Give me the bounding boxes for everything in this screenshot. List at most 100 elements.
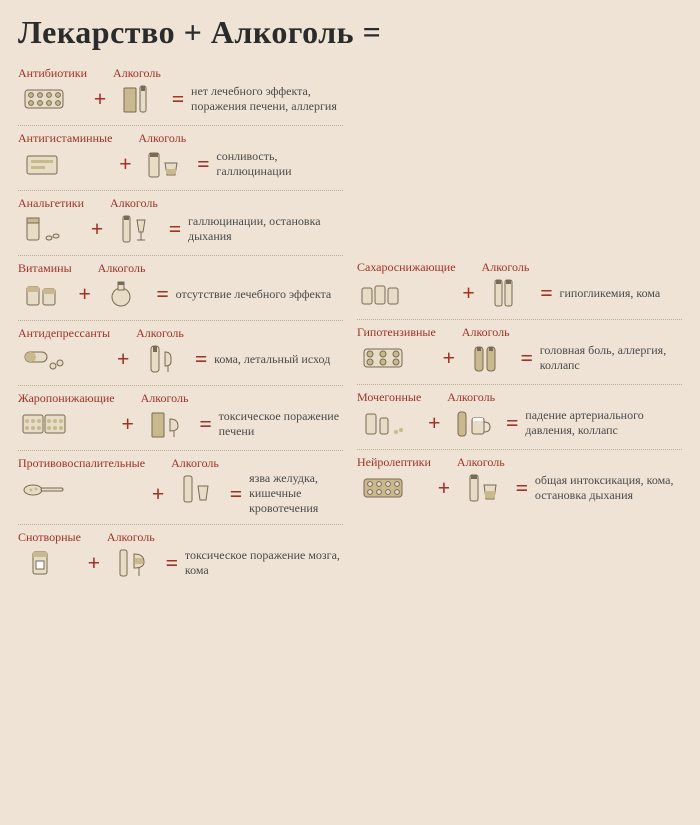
infographic-grid: Антибиотики + Алкоголь = нет лечебного э… (18, 61, 682, 589)
drug-label: Витамины (18, 262, 72, 274)
plus-operator: + (437, 461, 451, 501)
combo-row: Сахароснижающие + Алкоголь = гипогликеми… (357, 255, 682, 319)
plus-operator: + (87, 536, 101, 576)
drug-label: Анальгетики (18, 197, 84, 209)
med-bottle-icon (18, 545, 70, 581)
drug-label: Сахароснижающие (357, 261, 456, 273)
combo-row: Гипотензивные + Алкоголь = головная боль… (357, 319, 682, 384)
alcohol-label: Алкоголь (110, 197, 158, 209)
alcohol-cell: Алкоголь (462, 326, 514, 376)
equals-operator: = (156, 267, 170, 307)
drug-cell: Анальгетики (18, 197, 84, 247)
drug-label: Нейролептики (357, 456, 431, 468)
drug-label: Гипотензивные (357, 326, 436, 338)
drug-cell: Сахароснижающие (357, 261, 456, 311)
blister-double-icon (18, 406, 70, 442)
alcohol-cell: Алкоголь (98, 262, 150, 312)
alcohol-cell: Алкоголь (457, 456, 509, 506)
pill-bottle-spill-icon (18, 211, 70, 247)
alcohol-label: Алкоголь (462, 326, 510, 338)
combo-row: Нейролептики + Алкоголь = общая интоксик… (357, 449, 682, 514)
alcohol-label: Алкоголь (98, 262, 146, 274)
drug-cell: Мочегонные (357, 391, 421, 441)
combo-row: Жаропонижающие + Алкоголь = токсическое … (18, 385, 343, 450)
spoon-pills-icon (18, 471, 70, 507)
plus-operator: + (442, 331, 456, 371)
alcohol-label: Алкоголь (447, 391, 495, 403)
effect-text: отсутствие лечебного эффекта (176, 273, 343, 302)
drug-label: Антидепрессанты (18, 327, 110, 339)
equals-operator: = (229, 467, 243, 507)
effect-text: падение артериального давления, коллапс (525, 394, 682, 438)
whiskey-glass-icon (138, 146, 190, 182)
plus-operator: + (427, 396, 441, 436)
equals-operator: = (171, 72, 185, 112)
alcohol-cell: Алкоголь (113, 67, 165, 117)
effect-text: кома, летальный исход (214, 338, 343, 367)
bottle-box-icon (113, 81, 165, 117)
drug-cell: Антибиотики (18, 67, 87, 117)
drug-label: Мочегонные (357, 391, 421, 403)
vodka-shot-icon (171, 471, 223, 507)
vial-pills-icon (357, 405, 409, 441)
combo-row: Витамины + Алкоголь = отсутствие лечебно… (18, 255, 343, 320)
right-column: Сахароснижающие + Алкоголь = гипогликеми… (357, 61, 682, 589)
drug-label: Противовоспалительные (18, 457, 145, 469)
alcohol-cell: Алкоголь (482, 261, 534, 311)
wine-glass-icon (107, 545, 159, 581)
drug-cell: Витамины (18, 262, 72, 312)
effect-text: сонливость, галлюцинации (216, 135, 343, 179)
pill-blister-icon (18, 81, 70, 117)
drug-cell: Противовоспалительные (18, 457, 145, 507)
combo-row: Мочегонные + Алкоголь = падение артериал… (357, 384, 682, 449)
drug-cell: Антидепрессанты (18, 327, 110, 377)
alcohol-label: Алкоголь (141, 392, 189, 404)
plus-operator: + (121, 397, 135, 437)
plus-operator: + (151, 467, 165, 507)
equals-operator: = (199, 397, 213, 437)
plus-operator: + (462, 266, 476, 306)
wine-flute-icon (110, 211, 162, 247)
drug-cell: Антигистаминные (18, 132, 112, 182)
capsule-spill-icon (18, 341, 70, 377)
drug-cell: Снотворные (18, 531, 81, 581)
left-column: Антибиотики + Алкоголь = нет лечебного э… (18, 61, 343, 589)
alcohol-cell: Алкоголь (110, 197, 162, 247)
alcohol-cell: Алкоголь (447, 391, 499, 441)
plus-operator: + (116, 332, 130, 372)
drug-label: Антигистаминные (18, 132, 112, 144)
alcohol-cell: Алкоголь (171, 457, 223, 507)
effect-text: язва желудка, кишечные кровотечения (249, 457, 343, 516)
round-bottle-icon (98, 276, 150, 312)
drug-label: Антибиотики (18, 67, 87, 79)
wine-bottle-icon (136, 341, 188, 377)
tall-bottles-icon (482, 275, 534, 311)
effect-text: общая интоксикация, кома, остановка дыха… (535, 459, 682, 503)
effect-text: нет лечебного эффекта, поражения печени,… (191, 70, 343, 114)
alcohol-cell: Алкоголь (107, 531, 159, 581)
plus-operator: + (78, 267, 92, 307)
effect-text: галлюцинации, остановка дыхания (188, 200, 343, 244)
drug-cell: Нейролептики (357, 456, 431, 506)
plus-operator: + (118, 137, 132, 177)
three-jars-icon (357, 275, 409, 311)
plus-operator: + (93, 72, 107, 112)
alcohol-cell: Алкоголь (141, 392, 193, 442)
drug-cell: Гипотензивные (357, 326, 436, 376)
effect-text: гипогликемия, кома (560, 272, 682, 301)
effect-text: токсическое поражение мозга, кома (185, 534, 343, 578)
effect-text: токсическое поражение печени (219, 395, 343, 439)
plus-operator: + (90, 202, 104, 242)
drug-label: Снотворные (18, 531, 81, 543)
effect-text: головная боль, аллергия, коллапс (540, 329, 682, 373)
combo-row: Противовоспалительные + Алкоголь = язва … (18, 450, 343, 524)
combo-row: Антигистаминные + Алкоголь = сонливость,… (18, 125, 343, 190)
combo-row: Анальгетики + Алкоголь = галлюцинации, о… (18, 190, 343, 255)
tablet-box-icon (18, 146, 70, 182)
alcohol-label: Алкоголь (138, 132, 186, 144)
combo-row: Снотворные + Алкоголь = токсическое пора… (18, 524, 343, 589)
equals-operator: = (520, 331, 534, 371)
alcohol-label: Алкоголь (457, 456, 505, 468)
equals-operator: = (165, 536, 179, 576)
equals-operator: = (194, 332, 208, 372)
